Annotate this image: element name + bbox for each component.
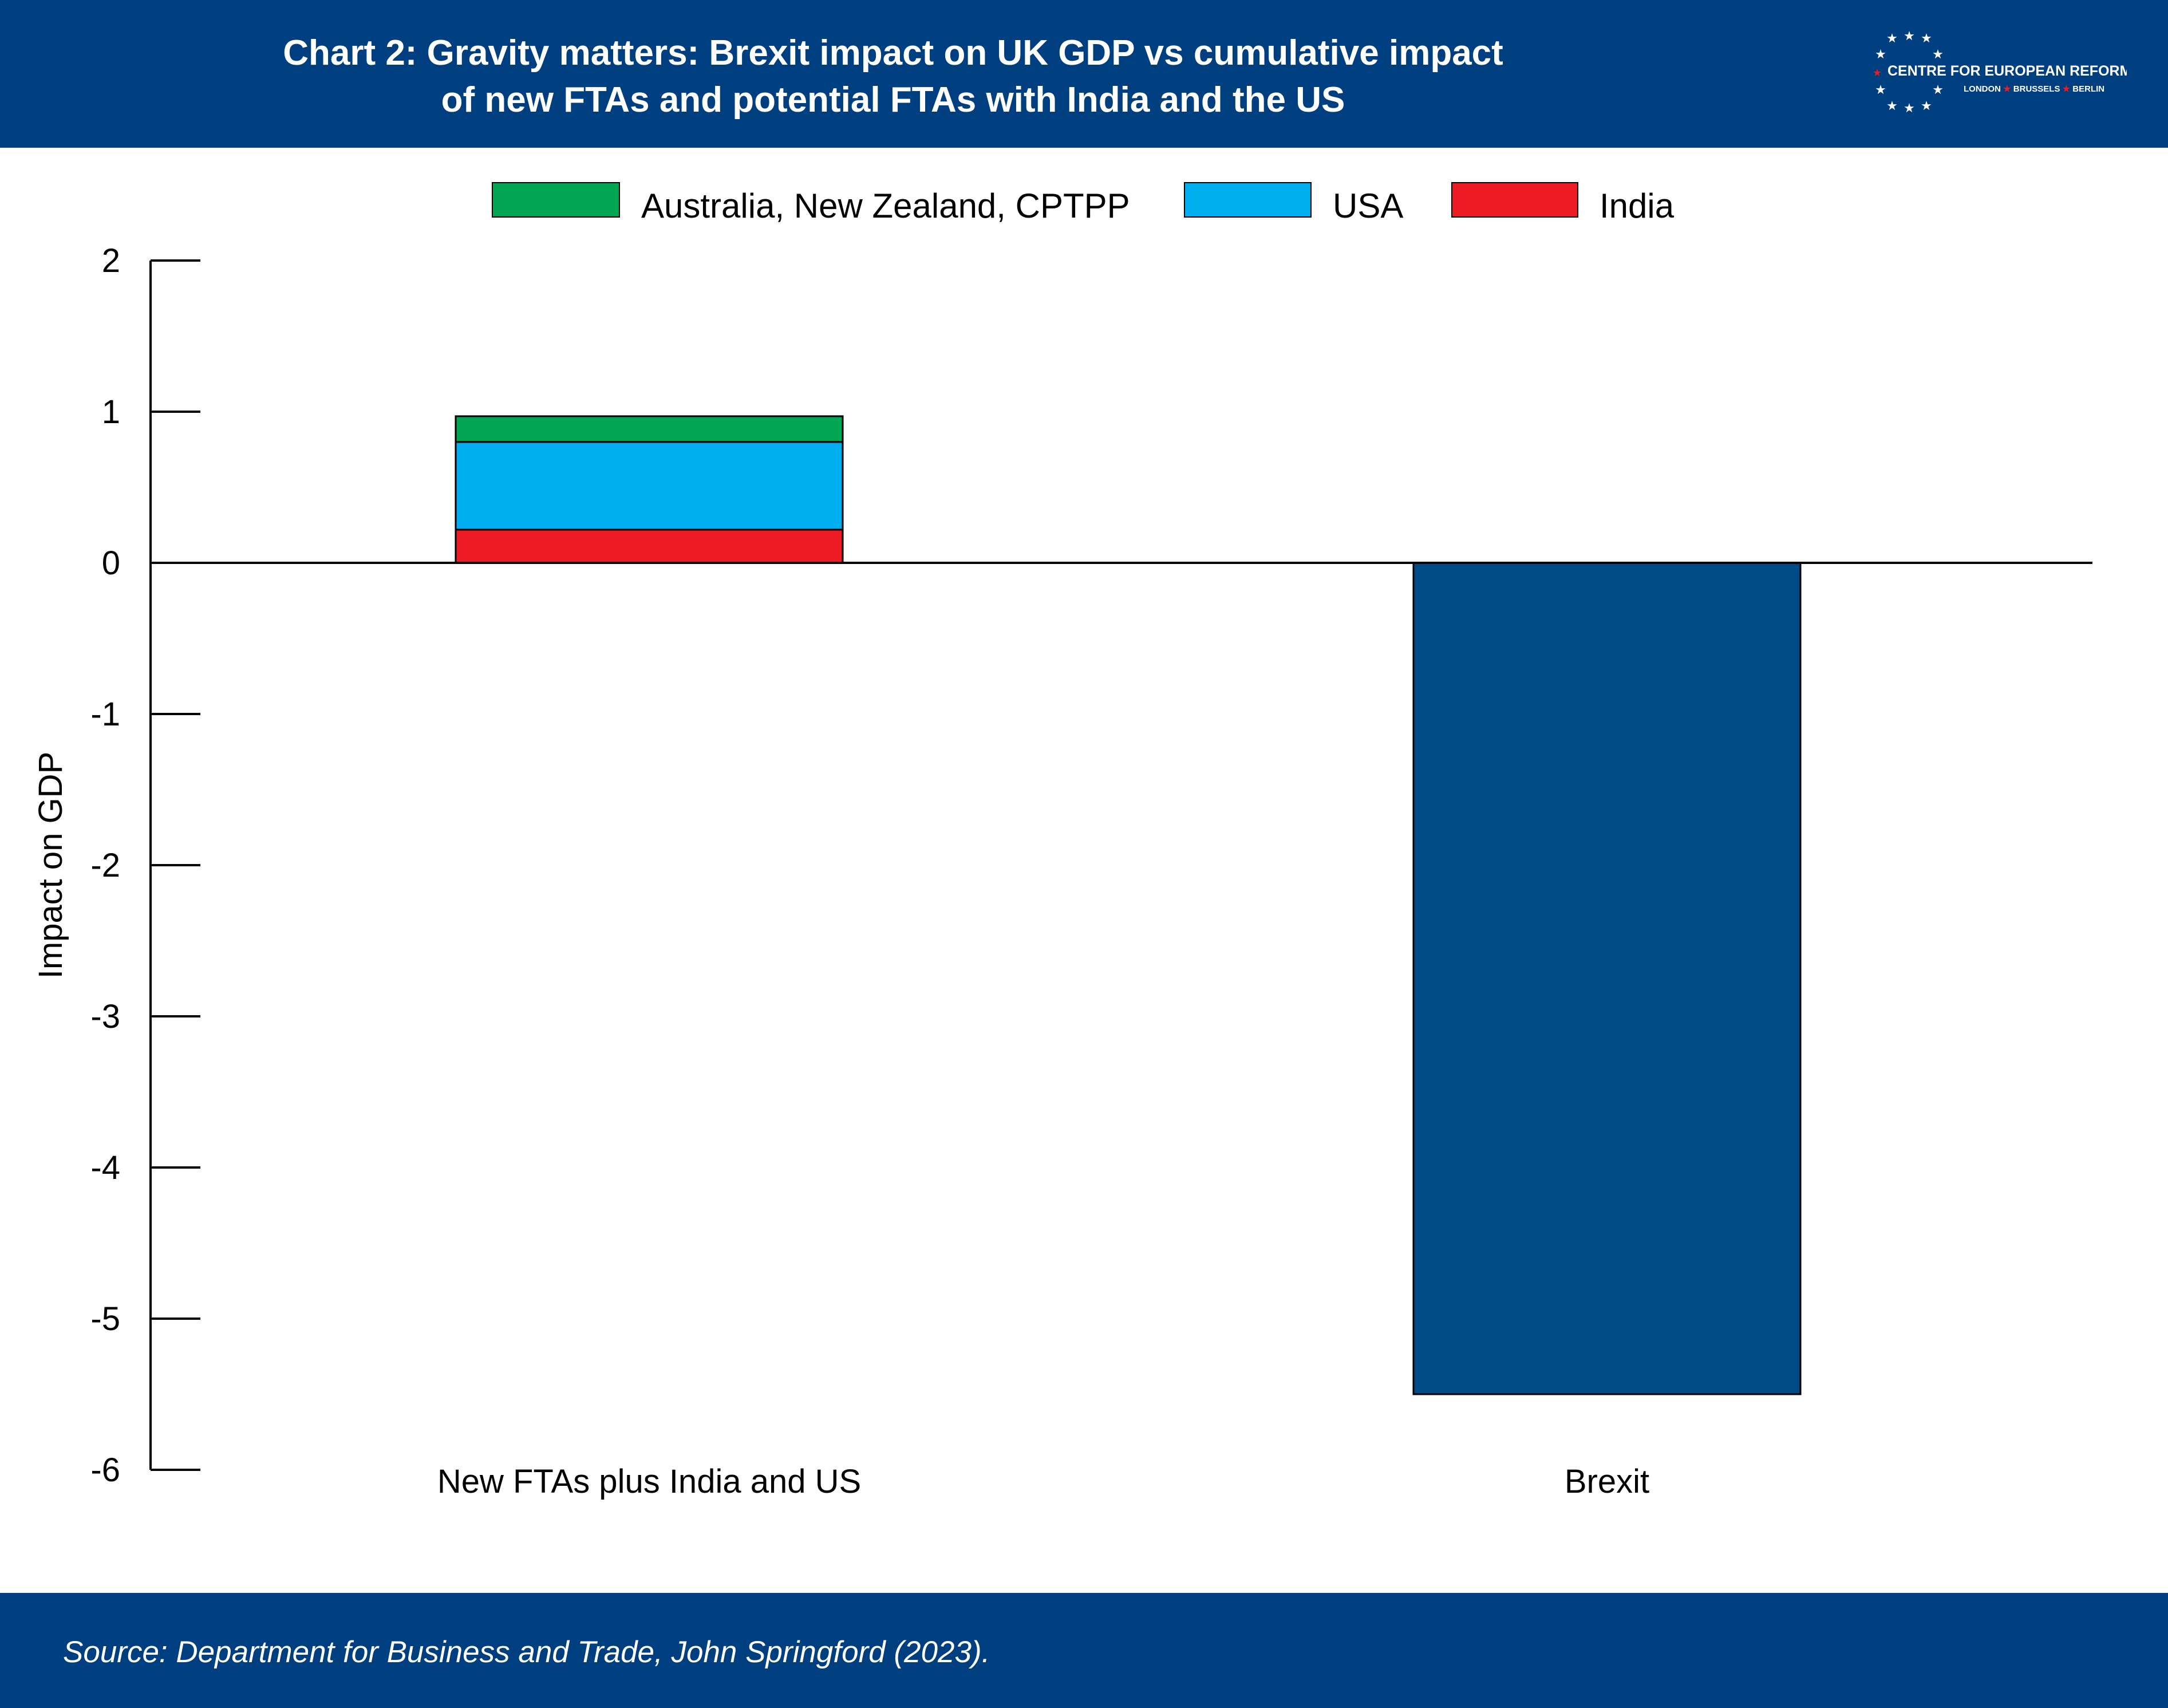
y-tick-label: -2 bbox=[90, 847, 120, 884]
legend-label-australia-new-zealand-cptpp: Australia, New Zealand, CPTPP bbox=[641, 187, 1130, 225]
x-category-label: Brexit bbox=[1565, 1463, 1649, 1500]
cer-logo: ★ ★ ★ ★ ★ ★ ★ ★ ★ ★ ★ CENTRE FOR EUROPEA… bbox=[1873, 29, 2127, 116]
svg-text:★: ★ bbox=[1875, 48, 1886, 62]
svg-text:★: ★ bbox=[1886, 31, 1898, 46]
y-tick-label: -5 bbox=[90, 1300, 120, 1338]
legend-swatch-usa bbox=[1184, 182, 1312, 218]
chart: 2 1 0 -1 -2 -3 -4 -5 -6 Impact on GDP New FTAs plu… bbox=[32, 182, 2092, 1500]
chart-title-line-1: Chart 2: Gravity matters: Brexit impact … bbox=[283, 33, 1503, 73]
bar-australia-new-zealand-cptpp bbox=[455, 415, 844, 443]
svg-text:★: ★ bbox=[1875, 83, 1886, 97]
chart-title-line-2: of new FTAs and potential FTAs with Indi… bbox=[441, 80, 1345, 120]
legend-label-india: India bbox=[1600, 187, 1675, 225]
svg-text:★: ★ bbox=[1921, 99, 1932, 113]
logo-text: CENTRE FOR EUROPEAN REFORM bbox=[1887, 63, 2127, 79]
y-axis-label: Impact on GDP bbox=[32, 752, 69, 979]
header-banner: Chart 2: Gravity matters: Brexit impact … bbox=[0, 0, 2168, 148]
logo-cities: LONDON ★ BRUSSELS ★ BERLIN bbox=[1964, 84, 2104, 94]
footer-banner bbox=[0, 1593, 2168, 1708]
source-note: Source: Department for Business and Trad… bbox=[63, 1635, 990, 1669]
svg-text:★: ★ bbox=[1886, 99, 1898, 113]
svg-text:★: ★ bbox=[1904, 29, 1915, 44]
svg-text:★: ★ bbox=[1904, 101, 1915, 116]
bar-india bbox=[455, 528, 844, 564]
y-tick-label: -3 bbox=[90, 998, 120, 1035]
legend-swatch-australia-new-zealand-cptpp bbox=[492, 182, 620, 218]
y-tick-label: -4 bbox=[90, 1149, 120, 1186]
star-ring-icon: ★ ★ ★ ★ ★ ★ ★ ★ ★ ★ ★ bbox=[1873, 29, 1944, 116]
svg-text:★: ★ bbox=[1873, 67, 1882, 79]
legend-swatch-india bbox=[1451, 182, 1578, 218]
bar-usa bbox=[455, 441, 844, 531]
svg-text:★: ★ bbox=[1932, 48, 1944, 62]
bar-brexit bbox=[1412, 562, 1802, 1395]
svg-text:★: ★ bbox=[1921, 31, 1932, 46]
y-tick-label: -6 bbox=[90, 1451, 120, 1489]
y-tick-label: 2 bbox=[102, 242, 120, 279]
legend-label-usa: USA bbox=[1333, 187, 1403, 225]
y-tick-label: 0 bbox=[102, 545, 120, 582]
svg-text:★: ★ bbox=[1932, 83, 1944, 97]
y-tick-label: -1 bbox=[90, 696, 120, 733]
x-category-label: New FTAs plus India and US bbox=[437, 1463, 861, 1500]
y-tick-label: 1 bbox=[102, 393, 120, 431]
